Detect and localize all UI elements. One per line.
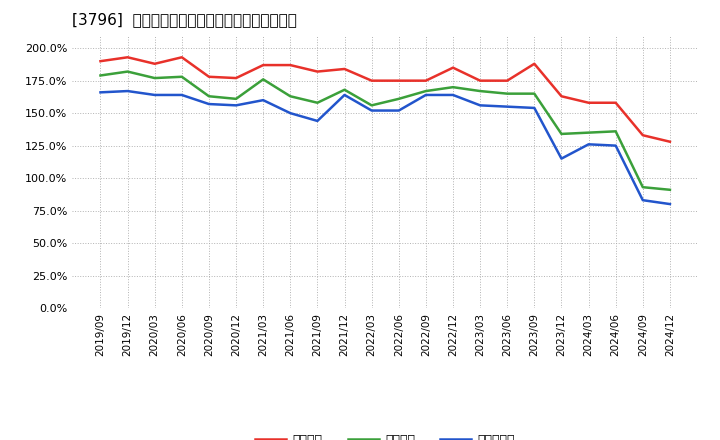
流動比率: [96, 59, 105, 64]
現頲金比率: [286, 110, 294, 116]
現頲金比率: [665, 202, 674, 207]
Legend: 流動比率, 当座比率, 現頲金比率: 流動比率, 当座比率, 現頲金比率: [251, 429, 521, 440]
現頲金比率: [395, 108, 403, 113]
当座比率: [204, 94, 213, 99]
当座比率: [96, 73, 105, 78]
現頲金比率: [150, 92, 159, 98]
現頲金比率: [584, 142, 593, 147]
当座比率: [530, 91, 539, 96]
流動比率: [123, 55, 132, 60]
現頲金比率: [611, 143, 620, 148]
当座比率: [259, 77, 268, 82]
Line: 現頲金比率: 現頲金比率: [101, 91, 670, 204]
当座比率: [150, 75, 159, 81]
現頲金比率: [476, 103, 485, 108]
当座比率: [286, 94, 294, 99]
現頲金比率: [503, 104, 511, 109]
Line: 当座比率: 当座比率: [101, 72, 670, 190]
流動比率: [530, 61, 539, 66]
当座比率: [395, 96, 403, 102]
流動比率: [665, 139, 674, 144]
Text: [3796]  流動比率、当座比率、現頲金比率の推移: [3796] 流動比率、当座比率、現頲金比率の推移: [72, 12, 297, 27]
当座比率: [476, 88, 485, 94]
流動比率: [449, 65, 457, 70]
現頲金比率: [178, 92, 186, 98]
流動比率: [476, 78, 485, 83]
現頲金比率: [123, 88, 132, 94]
流動比率: [232, 75, 240, 81]
流動比率: [286, 62, 294, 68]
流動比率: [313, 69, 322, 74]
当座比率: [367, 103, 376, 108]
流動比率: [395, 78, 403, 83]
流動比率: [150, 61, 159, 66]
現頲金比率: [530, 105, 539, 110]
現頲金比率: [204, 101, 213, 106]
当座比率: [503, 91, 511, 96]
流動比率: [178, 55, 186, 60]
当座比率: [449, 84, 457, 90]
流動比率: [584, 100, 593, 106]
流動比率: [503, 78, 511, 83]
現頲金比率: [313, 118, 322, 124]
当座比率: [611, 128, 620, 134]
当座比率: [557, 131, 566, 136]
Line: 流動比率: 流動比率: [101, 57, 670, 142]
現頲金比率: [96, 90, 105, 95]
現頲金比率: [449, 92, 457, 98]
当座比率: [639, 184, 647, 190]
当座比率: [665, 187, 674, 192]
現頲金比率: [557, 156, 566, 161]
現頲金比率: [639, 198, 647, 203]
現頲金比率: [259, 98, 268, 103]
流動比率: [611, 100, 620, 106]
現頲金比率: [367, 108, 376, 113]
当座比率: [313, 100, 322, 106]
現頲金比率: [421, 92, 430, 98]
当座比率: [421, 88, 430, 94]
流動比率: [557, 94, 566, 99]
当座比率: [341, 87, 349, 92]
流動比率: [259, 62, 268, 68]
流動比率: [421, 78, 430, 83]
流動比率: [204, 74, 213, 79]
流動比率: [639, 132, 647, 138]
当座比率: [178, 74, 186, 79]
当座比率: [232, 96, 240, 102]
流動比率: [367, 78, 376, 83]
現頲金比率: [341, 92, 349, 98]
現頲金比率: [232, 103, 240, 108]
当座比率: [584, 130, 593, 135]
流動比率: [341, 66, 349, 72]
当座比率: [123, 69, 132, 74]
